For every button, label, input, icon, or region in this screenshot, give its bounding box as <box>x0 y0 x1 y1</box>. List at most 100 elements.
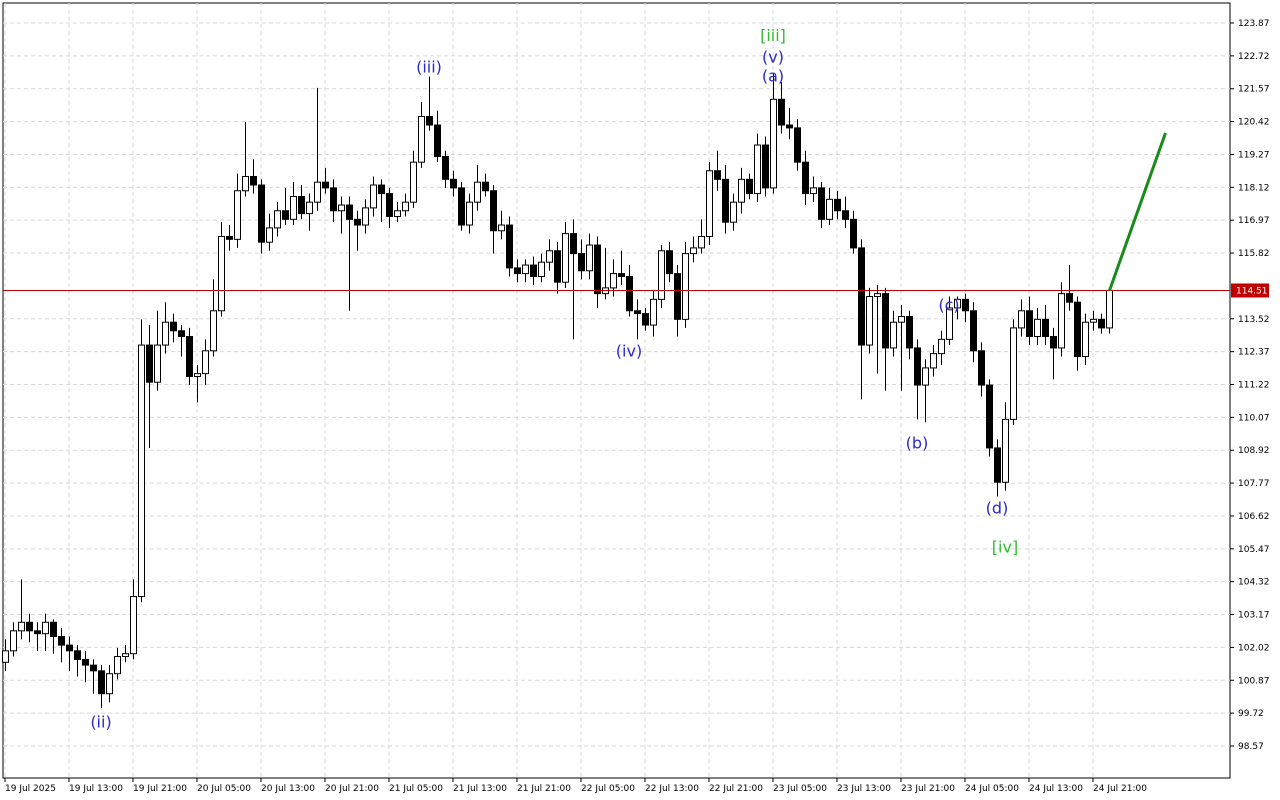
candle-body <box>378 184 385 195</box>
candle-body <box>418 115 425 163</box>
candle-body <box>138 344 145 598</box>
candle-body <box>194 373 201 377</box>
candle-body <box>42 621 49 635</box>
candle-body <box>634 310 641 315</box>
candle-body <box>618 273 625 277</box>
candle-body <box>1018 310 1025 329</box>
candle-body <box>626 275 633 312</box>
candle-body <box>866 295 873 346</box>
wave-label: (a) <box>762 67 784 86</box>
candle-body <box>98 670 105 695</box>
candle-body <box>114 656 121 675</box>
candle-body <box>1002 418 1009 483</box>
candle-body <box>674 273 681 320</box>
candle-body <box>970 310 977 352</box>
candle-body <box>2 650 9 663</box>
candle-body <box>954 298 961 309</box>
candle-body <box>210 310 217 352</box>
candle-body <box>450 178 457 189</box>
y-tick-label: 123.87 <box>1238 19 1270 29</box>
candle-body <box>938 338 945 355</box>
x-tick-label: 24 Jul 21:00 <box>1093 784 1147 794</box>
candle-body <box>762 144 769 189</box>
candle-body <box>1058 293 1065 349</box>
candle-body <box>426 115 433 126</box>
candle-body <box>986 384 993 449</box>
candle-body <box>170 321 177 332</box>
wave-label: [iv] <box>992 537 1018 556</box>
candle-body <box>746 178 753 195</box>
candle-body <box>794 127 801 163</box>
candle-body <box>74 650 81 660</box>
candle-body <box>826 198 833 220</box>
candle-body <box>162 321 169 346</box>
candle-body <box>754 144 761 195</box>
candle-body <box>482 181 489 192</box>
y-tick-label: 113.52 <box>1238 315 1270 325</box>
candle-body <box>658 250 665 300</box>
candle-body <box>538 261 545 277</box>
candle-body <box>858 247 865 346</box>
candle-body <box>1090 318 1097 323</box>
candle-body <box>338 204 345 212</box>
candle-body <box>842 210 849 220</box>
wave-label: [iii] <box>760 26 786 45</box>
x-tick-label: 23 Jul 05:00 <box>773 784 827 794</box>
x-tick-label: 22 Jul 13:00 <box>645 784 699 794</box>
candle-body <box>906 315 913 349</box>
candle-body <box>386 193 393 217</box>
candle-body <box>706 170 713 237</box>
candle-body <box>178 330 185 337</box>
candle-body <box>330 187 337 212</box>
candle-body <box>882 293 889 349</box>
y-tick-label: 120.42 <box>1238 118 1270 128</box>
x-tick-label: 23 Jul 21:00 <box>901 784 955 794</box>
candle-body <box>946 307 953 340</box>
candle-body <box>306 201 313 215</box>
candle-body <box>458 187 465 226</box>
candle-body <box>730 201 737 223</box>
candle-body <box>154 344 161 383</box>
candle-body <box>1074 301 1081 357</box>
y-tick-label: 122.72 <box>1238 52 1270 62</box>
y-tick-label: 103.17 <box>1238 611 1270 621</box>
candle-body <box>994 447 1001 483</box>
candle-body <box>874 293 881 297</box>
candle-body <box>554 250 561 283</box>
candle-body <box>266 227 273 243</box>
candle-body <box>82 658 89 666</box>
plot-frame <box>2 2 1231 779</box>
candle-body <box>922 367 929 386</box>
y-tick-label: 99.72 <box>1238 709 1264 719</box>
y-tick-label: 102.02 <box>1238 643 1270 653</box>
candle-body <box>578 253 585 272</box>
candle-body <box>682 253 689 320</box>
candle-body <box>778 98 785 126</box>
y-tick-label: 98.57 <box>1238 742 1264 752</box>
candle-body <box>650 298 657 326</box>
candle-body <box>722 178 729 223</box>
y-tick-label: 100.87 <box>1238 676 1270 686</box>
wave-label: (ii) <box>90 712 111 731</box>
candle-body <box>818 187 825 220</box>
candle-body <box>34 630 41 635</box>
y-tick-label: 105.47 <box>1238 545 1270 555</box>
candle-body <box>890 321 897 349</box>
candle-body <box>186 335 193 377</box>
wave-label: (v) <box>762 47 784 66</box>
y-tick-label: 115.82 <box>1238 249 1270 259</box>
candle-body <box>106 673 113 695</box>
candle-body <box>850 218 857 249</box>
candle-body <box>770 98 777 189</box>
candle-body <box>442 155 449 180</box>
x-tick-label: 21 Jul 05:00 <box>389 784 443 794</box>
x-tick-label: 24 Jul 13:00 <box>1029 784 1083 794</box>
wave-label: (iii) <box>416 57 442 76</box>
candle-body <box>410 161 417 203</box>
candle-body <box>290 195 297 220</box>
candle-body <box>10 630 17 652</box>
wave-label: (d) <box>986 498 1009 517</box>
candle-body <box>802 161 809 195</box>
candle-body <box>546 250 553 263</box>
